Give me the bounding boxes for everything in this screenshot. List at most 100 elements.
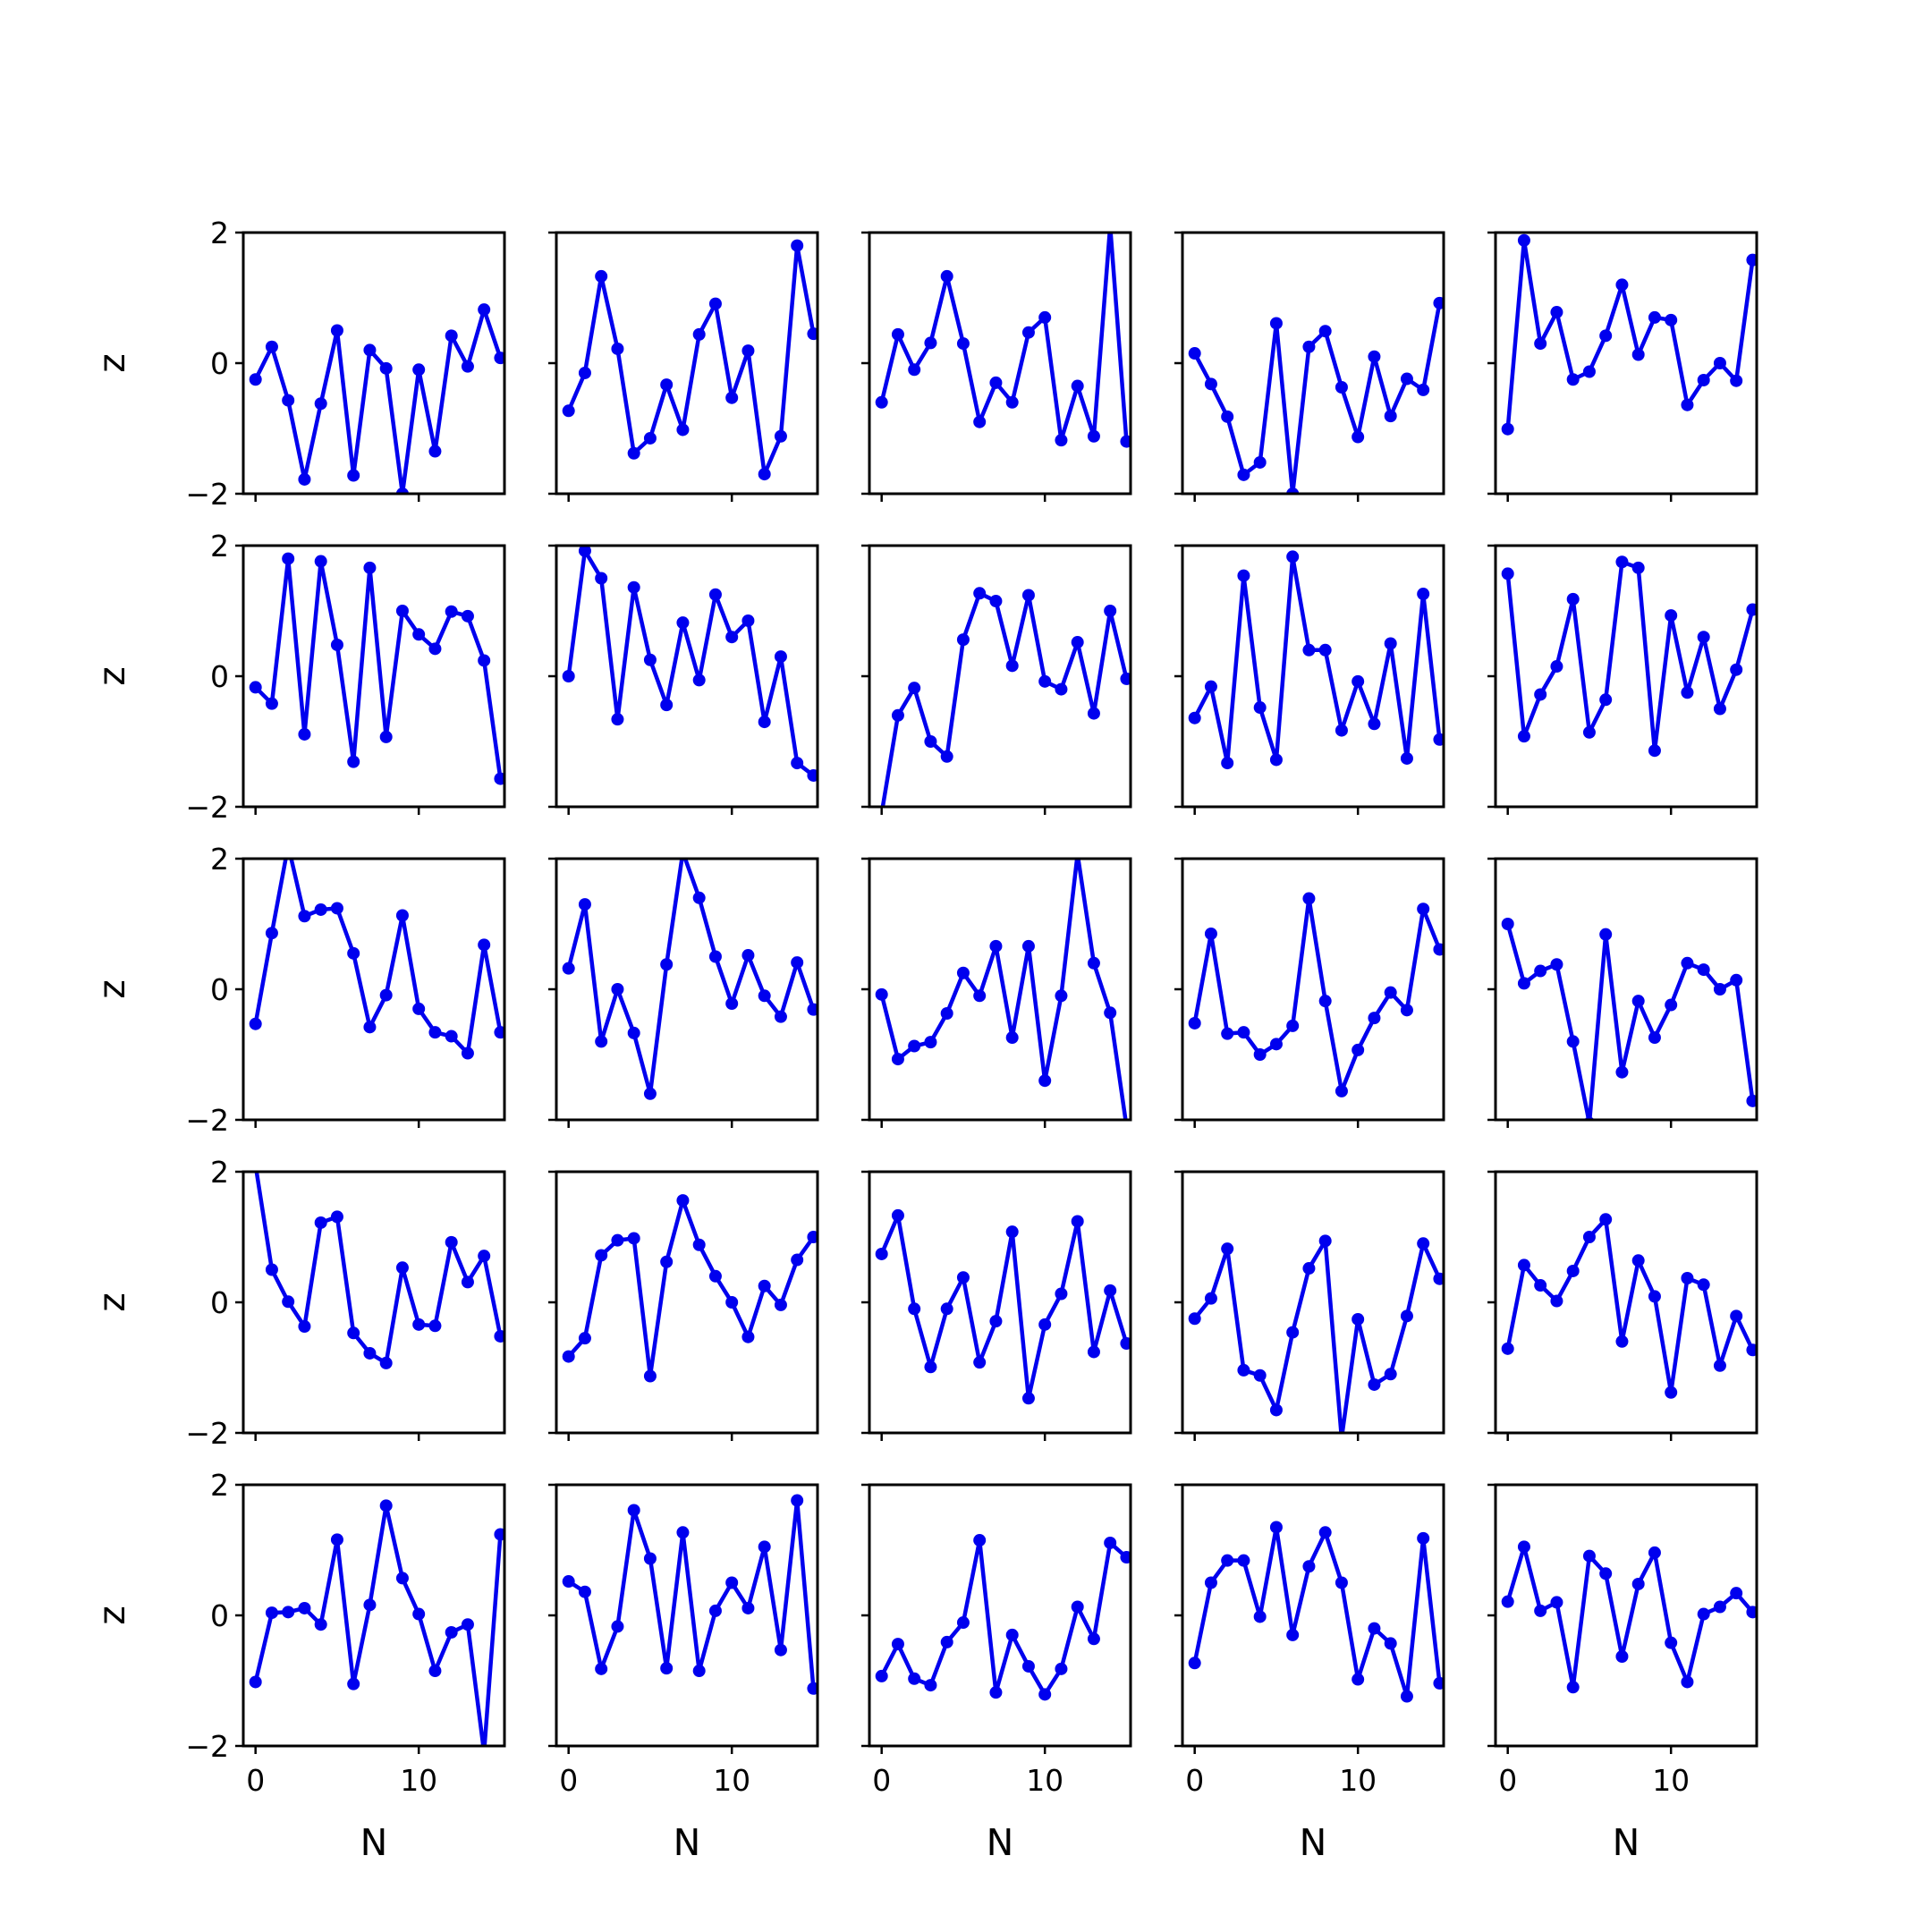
data-point bbox=[989, 939, 1003, 953]
data-point bbox=[1335, 1576, 1348, 1589]
data-point bbox=[692, 1665, 706, 1678]
data-point bbox=[660, 1662, 674, 1675]
data-point bbox=[1368, 1377, 1381, 1391]
series-line bbox=[879, 1213, 1129, 1401]
data-point bbox=[611, 983, 624, 996]
data-point bbox=[562, 1350, 575, 1363]
data-point bbox=[1550, 1294, 1563, 1308]
data-point bbox=[758, 716, 771, 729]
data-point bbox=[1038, 1318, 1052, 1331]
data-point bbox=[924, 1679, 937, 1692]
y-tick-label: 2 bbox=[210, 1155, 229, 1190]
data-point bbox=[973, 1356, 987, 1369]
plot-area bbox=[875, 1208, 1131, 1405]
data-point bbox=[708, 1604, 722, 1617]
data-point bbox=[1501, 422, 1514, 436]
data-point bbox=[1286, 487, 1300, 494]
data-point bbox=[1566, 1035, 1580, 1048]
data-point bbox=[774, 429, 787, 443]
data-point bbox=[314, 1216, 327, 1229]
data-point bbox=[445, 1625, 458, 1639]
data-point bbox=[330, 902, 343, 915]
data-point bbox=[924, 1360, 937, 1374]
data-point bbox=[956, 966, 970, 979]
data-point bbox=[908, 1672, 921, 1685]
data-point bbox=[692, 327, 706, 341]
data-point bbox=[494, 1528, 504, 1541]
data-point bbox=[956, 633, 970, 647]
data-point bbox=[1221, 410, 1234, 423]
data-point bbox=[1697, 631, 1710, 644]
data-point bbox=[741, 1601, 755, 1614]
data-point bbox=[1237, 1554, 1250, 1567]
data-point bbox=[379, 361, 393, 375]
data-point bbox=[1665, 313, 1678, 326]
data-point bbox=[643, 1369, 657, 1383]
data-point bbox=[1087, 1345, 1100, 1359]
data-point bbox=[1746, 1606, 1757, 1619]
series-line bbox=[253, 1504, 503, 1746]
data-point bbox=[725, 391, 739, 404]
y-tick-label: 0 bbox=[210, 972, 229, 1007]
data-point bbox=[395, 605, 409, 617]
y-axis-label: z bbox=[90, 1292, 133, 1312]
data-point bbox=[1204, 680, 1217, 693]
data-point bbox=[1253, 455, 1267, 469]
data-point bbox=[956, 1616, 970, 1630]
data-point bbox=[1730, 374, 1743, 387]
data-point bbox=[1550, 306, 1563, 319]
data-point bbox=[1021, 589, 1035, 602]
data-point bbox=[774, 1643, 787, 1657]
plot-area bbox=[249, 859, 504, 1060]
data-point bbox=[807, 1003, 818, 1016]
panel-r5-c3: 0 10 N bbox=[861, 1483, 1132, 1864]
data-point bbox=[741, 1330, 755, 1343]
data-point bbox=[1071, 636, 1084, 649]
data-point bbox=[1188, 1016, 1201, 1030]
data-point bbox=[1055, 434, 1068, 447]
data-point bbox=[1400, 1309, 1413, 1323]
data-point bbox=[1400, 1004, 1413, 1017]
series-line bbox=[253, 859, 503, 1055]
data-point bbox=[692, 1238, 706, 1251]
data-point bbox=[643, 653, 657, 666]
data-point bbox=[1615, 1335, 1629, 1348]
x-tick-label: 0 bbox=[246, 1763, 265, 1798]
series-line bbox=[879, 233, 1129, 443]
data-point bbox=[611, 1233, 624, 1247]
data-point bbox=[347, 1677, 360, 1690]
data-point bbox=[249, 681, 262, 694]
data-point bbox=[1204, 1292, 1217, 1305]
series-line bbox=[1192, 555, 1442, 766]
data-point bbox=[1237, 1363, 1250, 1377]
data-point bbox=[363, 1598, 377, 1612]
data-point bbox=[428, 1665, 442, 1678]
plot-area bbox=[1501, 1540, 1757, 1694]
data-point bbox=[1055, 1662, 1068, 1675]
data-point bbox=[1188, 1657, 1201, 1670]
data-point bbox=[1566, 592, 1580, 606]
panel-r5-c4: 0 10 N bbox=[1174, 1483, 1445, 1864]
data-point bbox=[1221, 1027, 1234, 1040]
data-point bbox=[1433, 1676, 1444, 1690]
data-point bbox=[1352, 430, 1365, 444]
data-point bbox=[1517, 1258, 1530, 1272]
series-line bbox=[880, 591, 1129, 807]
data-point bbox=[676, 1194, 690, 1208]
y-axis-label: z bbox=[90, 353, 133, 373]
data-point bbox=[1368, 717, 1381, 731]
data-point bbox=[1501, 567, 1514, 580]
data-point bbox=[956, 337, 970, 351]
data-point bbox=[1104, 1006, 1117, 1020]
plot-area bbox=[562, 239, 818, 481]
series-line bbox=[1192, 1239, 1442, 1433]
data-point bbox=[1681, 398, 1694, 411]
panels-layer: −2 0 2 z −2 0 2 z −2 0 2 z −2 0 2 z 0 10 −2 0 2 z N 0 10 N 0 10 N 0 10… bbox=[90, 216, 1758, 1864]
data-point bbox=[1221, 1242, 1234, 1256]
data-point bbox=[1384, 1368, 1397, 1381]
data-point bbox=[774, 1298, 787, 1311]
data-point bbox=[1221, 757, 1234, 770]
data-point bbox=[412, 628, 426, 641]
data-point bbox=[298, 910, 311, 923]
